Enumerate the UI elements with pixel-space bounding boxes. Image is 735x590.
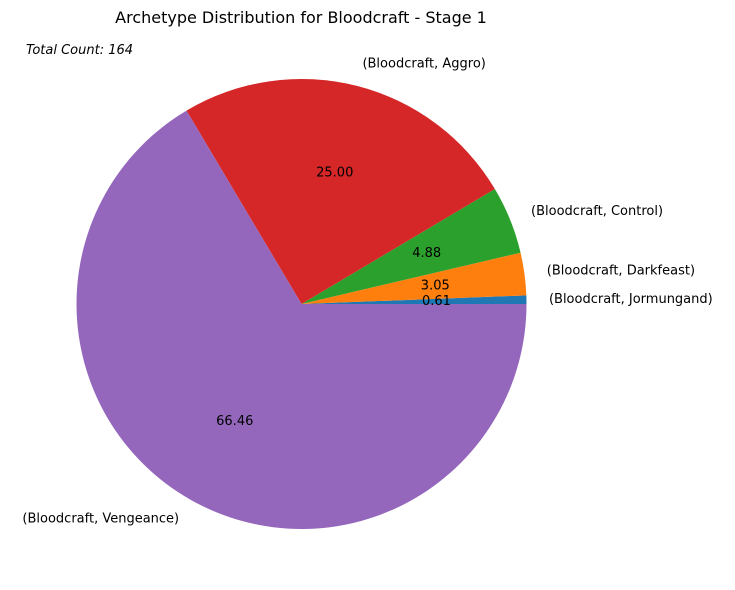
total-count-annotation: Total Count: 164	[26, 43, 133, 58]
pie-slice	[186, 78, 495, 304]
slice-labels: (Bloodcraft, Jormungand) (Bloodcraft, Dar…	[22, 57, 712, 527]
slice-label: (Bloodcraft, Darkfeast)	[547, 263, 695, 278]
pie-slice	[301, 295, 527, 304]
slice-percent-labels: 0.613.05 4.88 25.00 66.46	[216, 166, 451, 429]
slice-label: (Bloodcraft, Jormungand)	[549, 292, 713, 307]
pie-slice	[301, 252, 527, 304]
slice-percent-label: 66.46	[216, 414, 253, 429]
slice-percent-label: 25.00	[316, 166, 353, 181]
slice-percent-label: 3.05	[421, 278, 450, 293]
pie-slice	[301, 188, 521, 304]
slice-label: (Bloodcraft, Aggro)	[362, 57, 485, 72]
slice-percent-label: 0.61	[422, 294, 451, 309]
slice-label: (Bloodcraft, Control)	[531, 204, 663, 219]
slice-percent-label: 4.88	[412, 246, 441, 261]
chart-title: Archetype Distribution for Bloodcraft - …	[115, 8, 487, 27]
pie-slices	[76, 78, 527, 529]
pie-slice	[76, 110, 527, 529]
slice-label: (Bloodcraft, Vengeance)	[22, 512, 179, 527]
